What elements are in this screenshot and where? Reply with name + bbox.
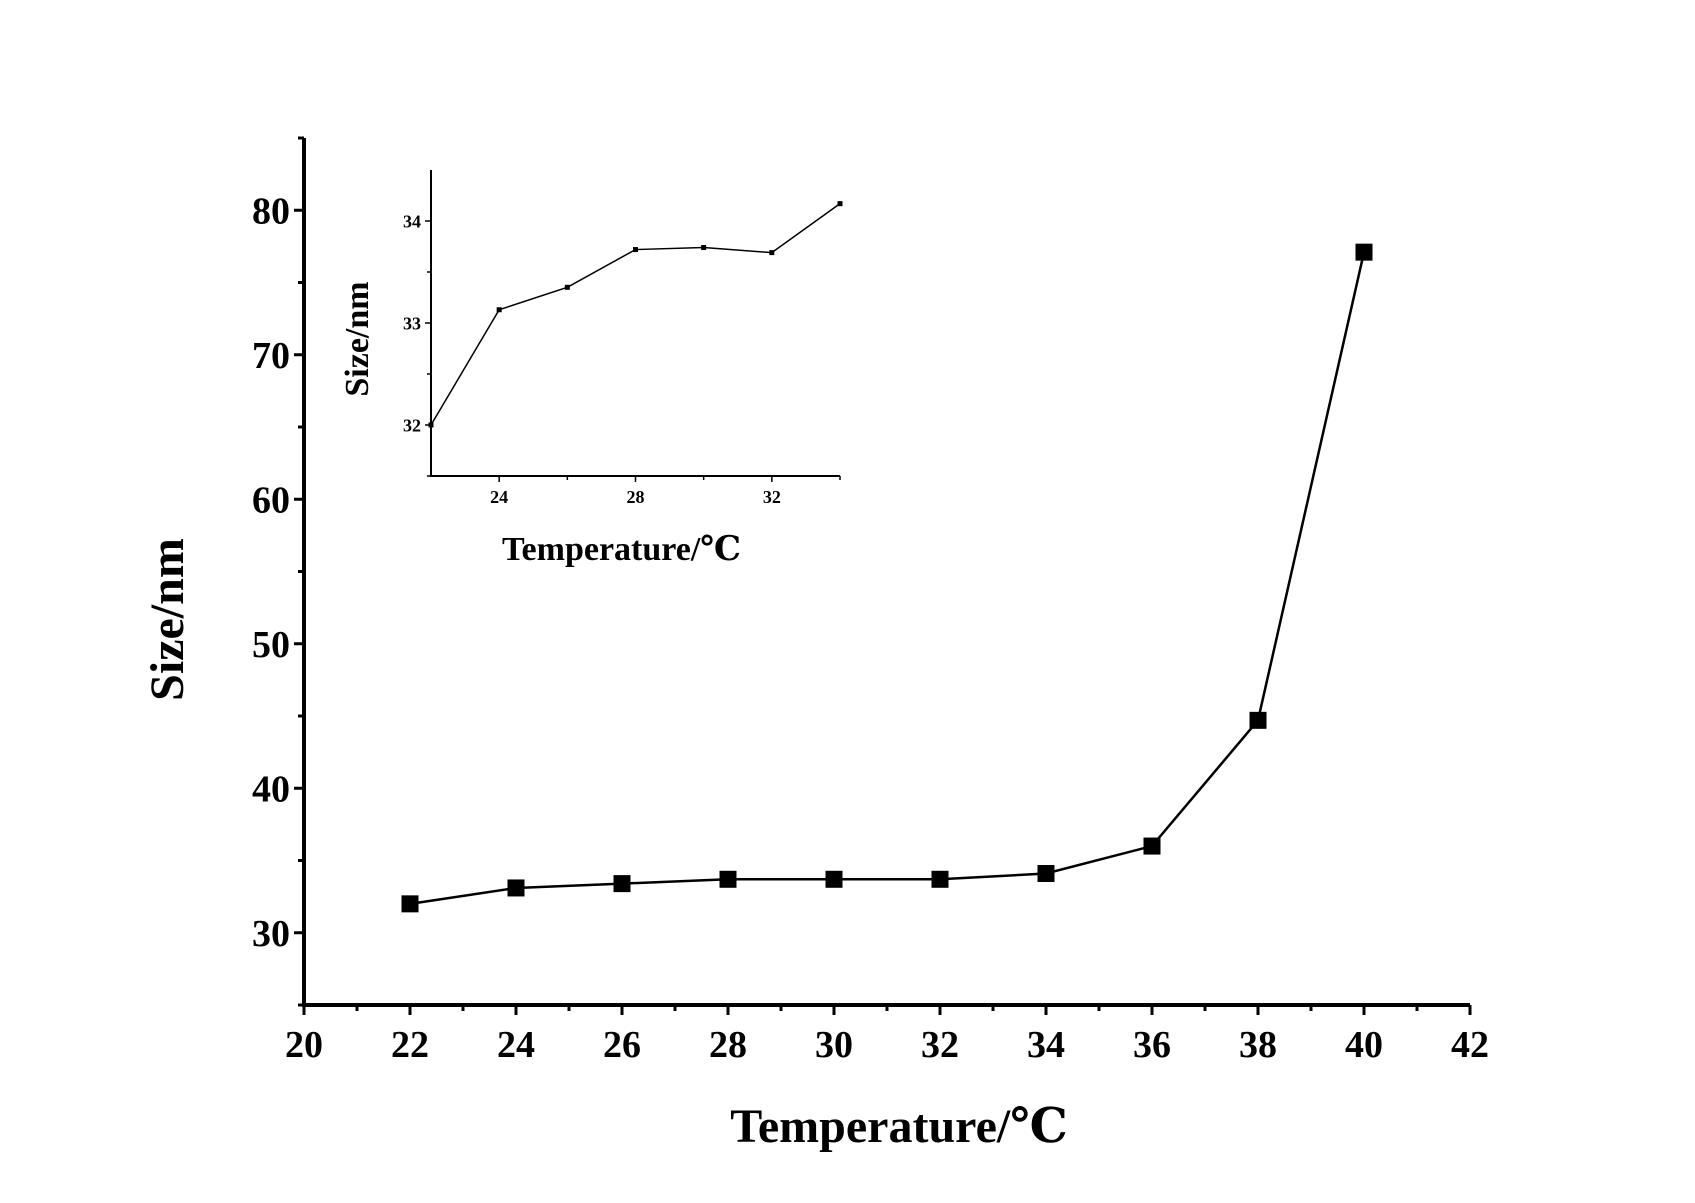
main-data-point — [1143, 837, 1161, 855]
main-x-tick-label: 24 — [497, 1024, 535, 1066]
inset-y-axis-title: Size/nm — [339, 281, 376, 396]
main-x-tick-label: 22 — [391, 1024, 429, 1066]
main-data-point — [1037, 865, 1055, 883]
inset-x-tick-label: 24 — [490, 487, 508, 507]
inset-y-tick-label: 32 — [403, 415, 421, 435]
inset-data-point — [564, 284, 570, 290]
main-x-tick-label: 38 — [1239, 1024, 1277, 1066]
main-data-point — [401, 895, 419, 913]
inset-data-point — [496, 307, 502, 313]
inset-data-point — [633, 247, 638, 253]
inset-data-point — [769, 250, 775, 256]
inset-series-line — [430, 203, 841, 426]
main-y-tick-label: 70 — [252, 335, 290, 377]
inset-data-point — [428, 422, 434, 428]
main-series-line — [409, 251, 1366, 906]
main-x-tick-label: 34 — [1027, 1024, 1065, 1066]
main-x-tick-label: 20 — [285, 1024, 323, 1066]
main-y-axis-title: Size/nm — [141, 538, 194, 701]
main-data-point — [613, 875, 631, 893]
inset-data-point — [701, 245, 707, 251]
inset-x-tick-label: 28 — [627, 487, 645, 507]
main-y-tick-label: 50 — [252, 624, 290, 666]
main-x-tick-label: 42 — [1451, 1024, 1489, 1066]
main-x-tick-label: 28 — [709, 1024, 747, 1066]
main-y-tick-label: 60 — [252, 480, 290, 522]
main-data-point — [1355, 243, 1373, 261]
main-plot: 20 22 24 26 28 30 32 34 36 38 40 42 30 40 50 60 70 80 Temp… — [141, 136, 1489, 1153]
main-data-point — [1249, 711, 1267, 729]
main-y-tick-label: 30 — [252, 913, 290, 955]
main-x-tick-label: 40 — [1345, 1024, 1383, 1066]
main-data-point — [507, 879, 525, 897]
main-x-tick-label: 36 — [1133, 1024, 1171, 1066]
main-data-point — [825, 870, 843, 888]
main-x-tick-label: 30 — [815, 1024, 853, 1066]
main-data-point — [719, 870, 737, 888]
main-x-tick-label: 32 — [921, 1024, 959, 1066]
main-y-tick-label: 80 — [252, 191, 290, 233]
inset-data-point — [837, 201, 843, 207]
main-y-tick-label: 40 — [252, 769, 290, 811]
main-x-axis-title: Temperature/℃ — [730, 1100, 1067, 1153]
inset-plot: 24 28 32 32 33 34 Temperature/℃ Size/nm — [339, 170, 843, 568]
inset-x-tick-label: 32 — [763, 487, 781, 507]
main-data-point — [931, 870, 949, 888]
inset-y-tick-label: 34 — [403, 211, 421, 231]
inset-y-tick-label: 33 — [403, 313, 421, 333]
inset-x-axis-title: Temperature/℃ — [502, 531, 741, 568]
main-x-tick-label: 26 — [603, 1024, 641, 1066]
